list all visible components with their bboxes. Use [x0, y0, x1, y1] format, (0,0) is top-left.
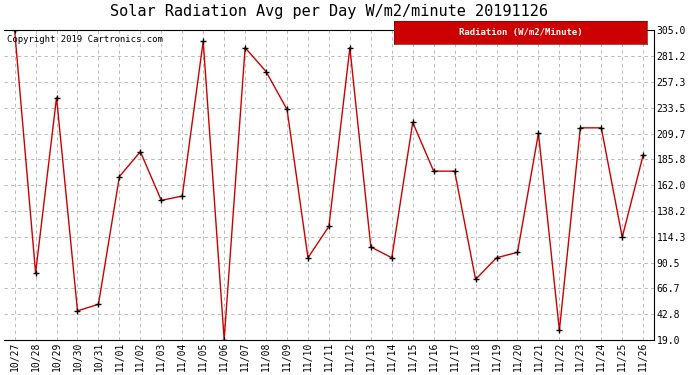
Text: Copyright 2019 Cartronics.com: Copyright 2019 Cartronics.com: [8, 35, 164, 44]
Title: Solar Radiation Avg per Day W/m2/minute 20191126: Solar Radiation Avg per Day W/m2/minute …: [110, 3, 548, 18]
